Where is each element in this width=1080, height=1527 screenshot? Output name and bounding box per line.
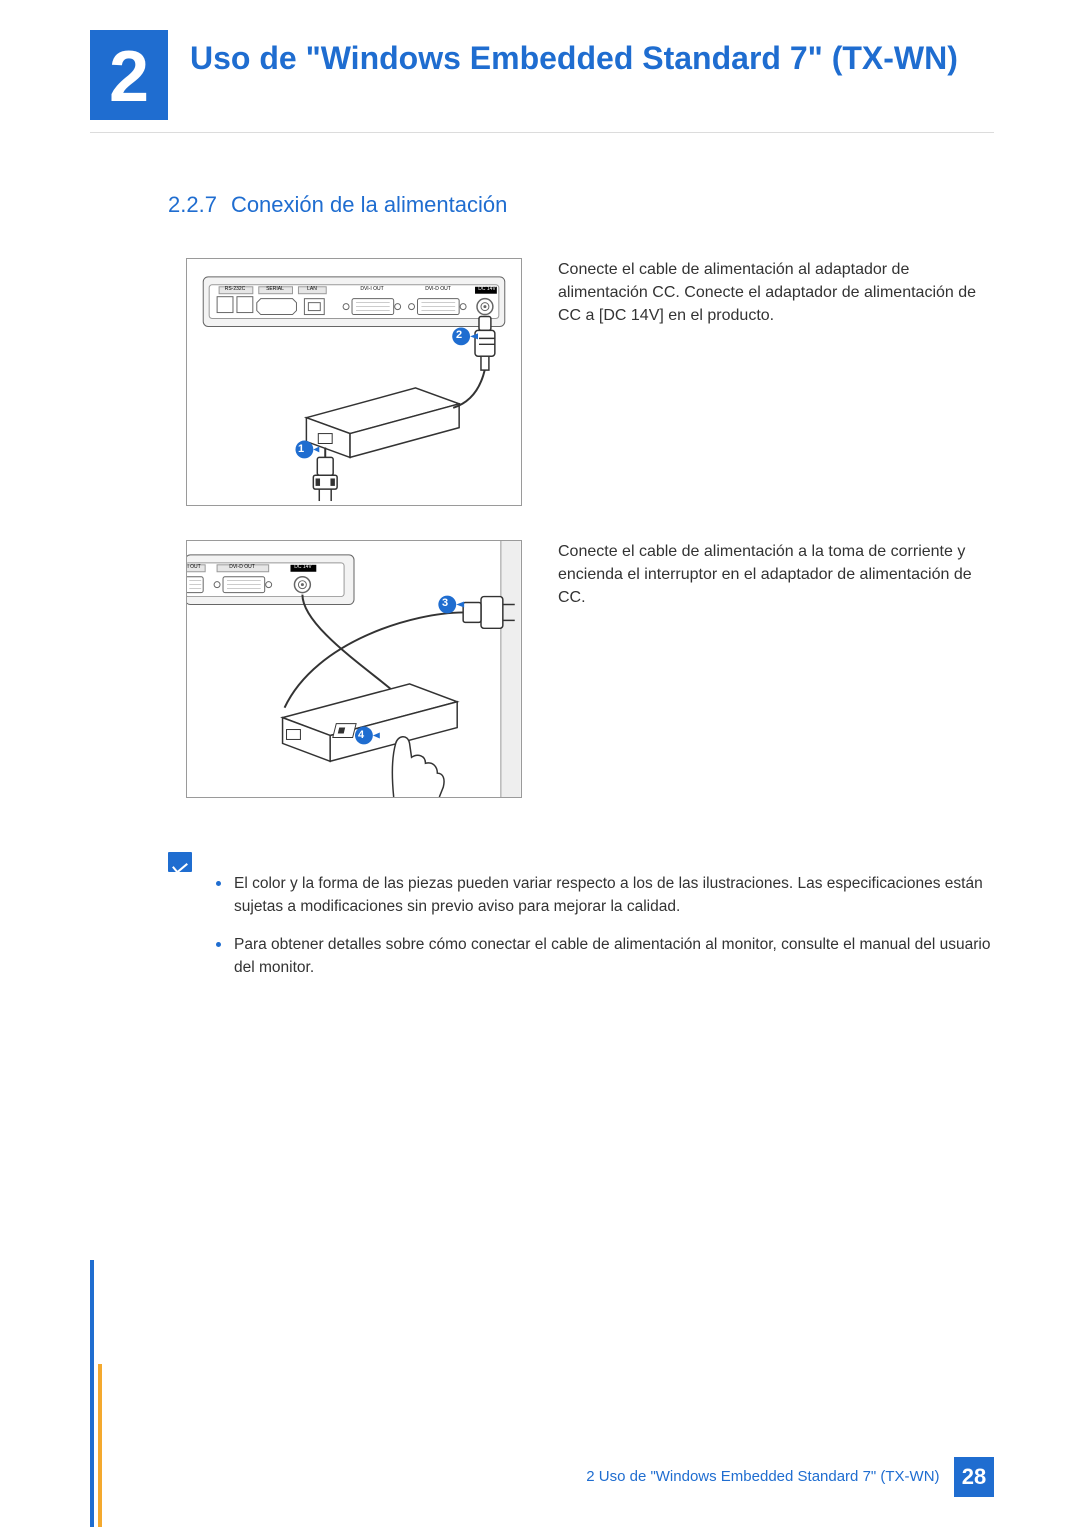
section-title: Conexión de la alimentación <box>231 192 507 217</box>
figure-power-adapter-connect <box>186 258 522 506</box>
section-number: 2.2.7 <box>168 192 217 217</box>
footer-text: 2 Uso de "Windows Embedded Standard 7" (… <box>586 1457 939 1497</box>
page-footer: 2 Uso de "Windows Embedded Standard 7" (… <box>0 1457 1080 1497</box>
side-stripe-orange <box>98 1364 102 1527</box>
step-1-text: Conecte el cable de alimentación al adap… <box>558 258 998 328</box>
chapter-title: Uso de "Windows Embedded Standard 7" (TX… <box>190 38 990 78</box>
note-item: El color y la forma de las piezas pueden… <box>216 872 994 919</box>
footer-page-number: 28 <box>954 1457 994 1497</box>
step-1: RS-232C SERIAL LAN DVI-I OUT DVI-D OUT D… <box>186 258 522 506</box>
section-heading: 2.2.7 Conexión de la alimentación <box>168 192 507 218</box>
note-icon <box>168 852 192 872</box>
note-item: Para obtener detalles sobre cómo conecta… <box>216 933 994 980</box>
step-2-text: Conecte el cable de alimentación a la to… <box>558 540 998 610</box>
header-divider <box>90 132 994 133</box>
step-2: I OUT DVI-D OUT DC 14V 3 4 Conecte el ca… <box>186 540 522 798</box>
side-stripe-blue <box>90 1260 94 1527</box>
chapter-number-badge: 2 <box>90 30 168 120</box>
figure-wall-outlet-connect <box>186 540 522 798</box>
note-block: El color y la forma de las piezas pueden… <box>168 852 994 993</box>
